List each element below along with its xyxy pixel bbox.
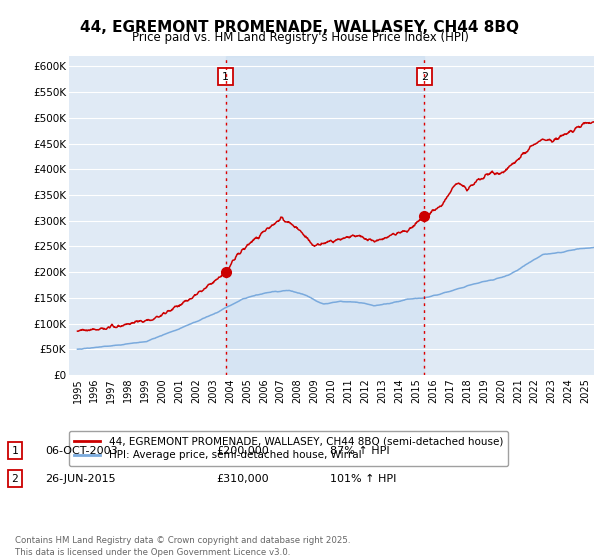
- Bar: [226, 56, 424, 375]
- Text: Contains HM Land Registry data © Crown copyright and database right 2025.
This d: Contains HM Land Registry data © Crown c…: [15, 536, 350, 557]
- Text: 06-OCT-2003: 06-OCT-2003: [45, 446, 118, 456]
- Text: 2: 2: [11, 474, 19, 484]
- Text: 1: 1: [11, 446, 19, 456]
- Text: £310,000: £310,000: [216, 474, 269, 484]
- Text: 44, EGREMONT PROMENADE, WALLASEY, CH44 8BQ: 44, EGREMONT PROMENADE, WALLASEY, CH44 8…: [80, 20, 520, 35]
- Text: 1: 1: [223, 72, 229, 82]
- Text: 26-JUN-2015: 26-JUN-2015: [45, 474, 116, 484]
- Text: Price paid vs. HM Land Registry's House Price Index (HPI): Price paid vs. HM Land Registry's House …: [131, 31, 469, 44]
- Text: 2: 2: [421, 72, 428, 82]
- Text: 101% ↑ HPI: 101% ↑ HPI: [330, 474, 397, 484]
- Text: £200,000: £200,000: [216, 446, 269, 456]
- Text: 87% ↑ HPI: 87% ↑ HPI: [330, 446, 389, 456]
- Legend: 44, EGREMONT PROMENADE, WALLASEY, CH44 8BQ (semi-detached house), HPI: Average p: 44, EGREMONT PROMENADE, WALLASEY, CH44 8…: [69, 431, 508, 466]
